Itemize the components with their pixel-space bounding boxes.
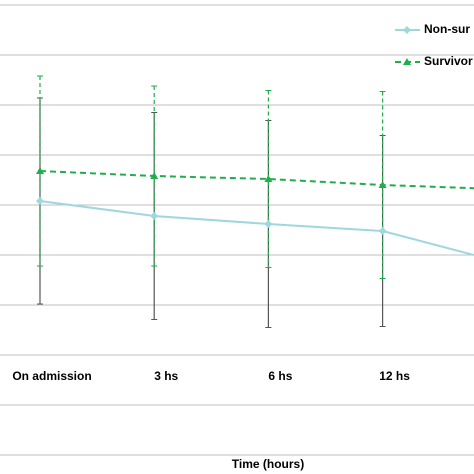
marker <box>36 197 44 205</box>
x-axis-label: Time (hours) <box>232 457 304 471</box>
marker <box>264 220 273 228</box>
series-line <box>39 200 474 257</box>
series-line <box>39 170 474 190</box>
marker <box>378 227 387 235</box>
error-bar <box>265 90 272 268</box>
x-tick-label: On admission <box>12 369 91 383</box>
legend-label: Non-sur <box>424 22 470 36</box>
x-tick-label: 6 hs <box>268 369 292 383</box>
marker <box>378 181 387 188</box>
x-tick-label: 3 hs <box>154 369 178 383</box>
marker <box>264 175 273 182</box>
marker <box>150 172 159 179</box>
marker <box>150 212 159 220</box>
legend-marker <box>403 58 411 65</box>
legend-label: Survivor <box>424 54 473 68</box>
x-tick-label: 12 hs <box>379 369 410 383</box>
error-bar <box>151 85 158 267</box>
legend-marker <box>403 26 411 34</box>
marker <box>36 167 44 174</box>
